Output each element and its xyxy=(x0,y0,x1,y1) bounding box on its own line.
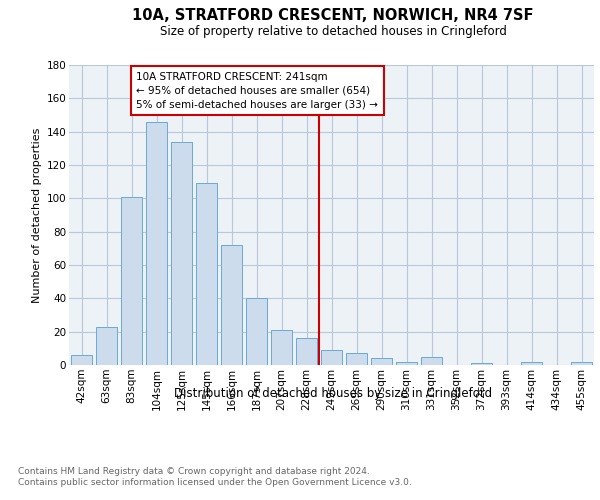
Bar xyxy=(371,358,392,365)
Text: Contains HM Land Registry data © Crown copyright and database right 2024.
Contai: Contains HM Land Registry data © Crown c… xyxy=(18,468,412,487)
Bar xyxy=(346,354,367,365)
Bar xyxy=(521,362,542,365)
Bar xyxy=(221,245,242,365)
Bar xyxy=(96,326,117,365)
Bar xyxy=(121,196,142,365)
Bar xyxy=(196,184,217,365)
Y-axis label: Number of detached properties: Number of detached properties xyxy=(32,128,43,302)
Bar xyxy=(171,142,192,365)
Bar xyxy=(296,338,317,365)
Bar xyxy=(396,362,417,365)
Bar xyxy=(471,364,492,365)
Bar xyxy=(146,122,167,365)
Bar xyxy=(71,355,92,365)
Text: Distribution of detached houses by size in Cringleford: Distribution of detached houses by size … xyxy=(174,388,492,400)
Bar xyxy=(421,356,442,365)
Bar xyxy=(246,298,267,365)
Bar xyxy=(321,350,342,365)
Bar xyxy=(571,362,592,365)
Text: Size of property relative to detached houses in Cringleford: Size of property relative to detached ho… xyxy=(160,25,506,38)
Bar xyxy=(271,330,292,365)
Text: 10A, STRATFORD CRESCENT, NORWICH, NR4 7SF: 10A, STRATFORD CRESCENT, NORWICH, NR4 7S… xyxy=(132,8,534,22)
Text: 10A STRATFORD CRESCENT: 241sqm
← 95% of detached houses are smaller (654)
5% of : 10A STRATFORD CRESCENT: 241sqm ← 95% of … xyxy=(137,72,379,110)
